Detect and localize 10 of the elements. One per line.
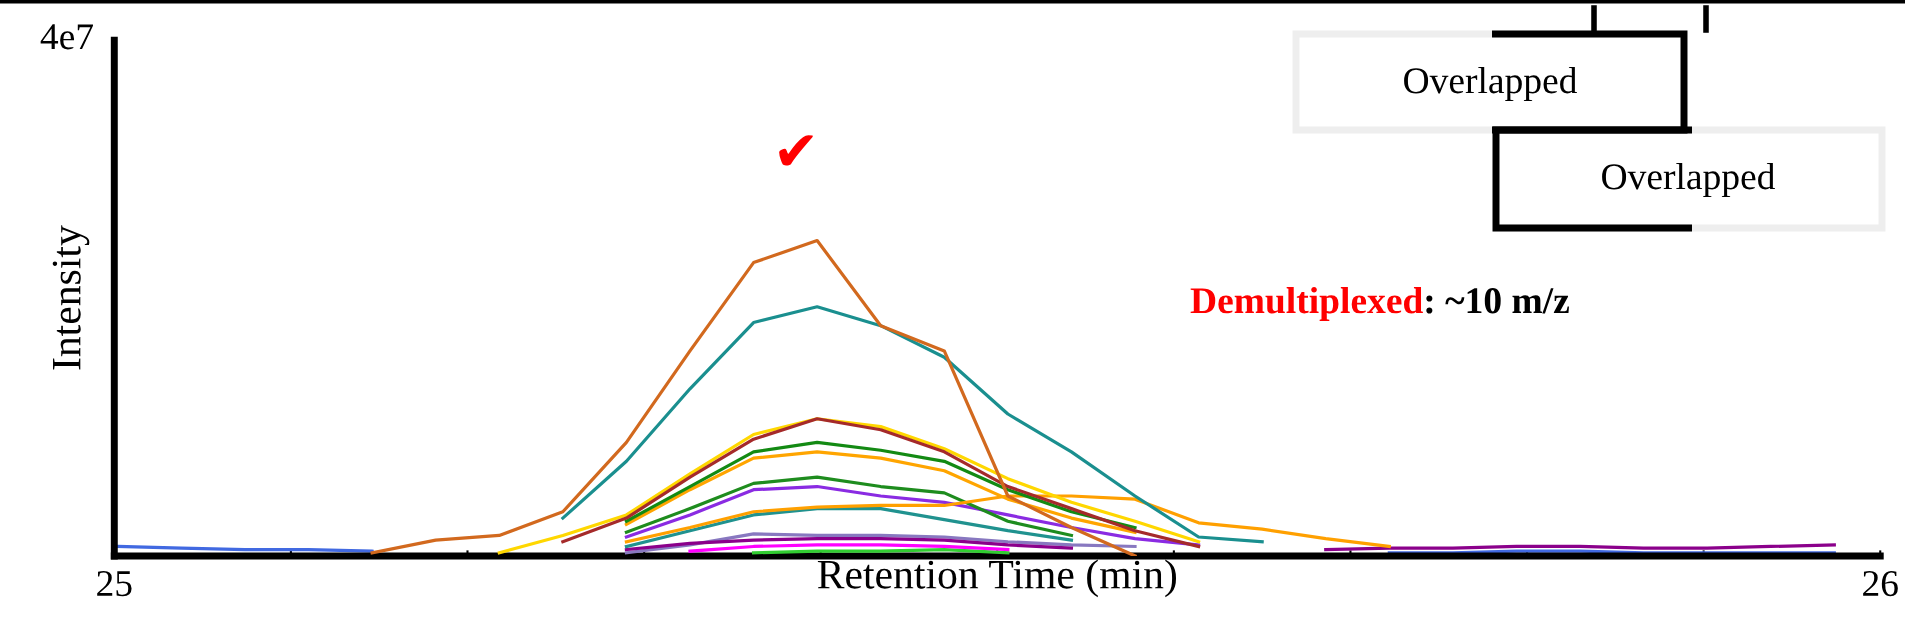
x-tick-label: 25 (97, 571, 132, 597)
text: 4e7 (40, 24, 93, 50)
text: ✔ (779, 135, 813, 166)
y-axis-title: Intensity (52, 225, 90, 370)
text: Overlapped (1602, 163, 1775, 197)
text: Overlapped (1404, 67, 1577, 101)
x-tick-label: 26 (1863, 571, 1898, 597)
x-axis-title: Retention Time (min) (817, 559, 1177, 598)
annotation: : ~10 m/z (1426, 288, 1569, 314)
annotation: Demultiplexed (1190, 287, 1423, 321)
